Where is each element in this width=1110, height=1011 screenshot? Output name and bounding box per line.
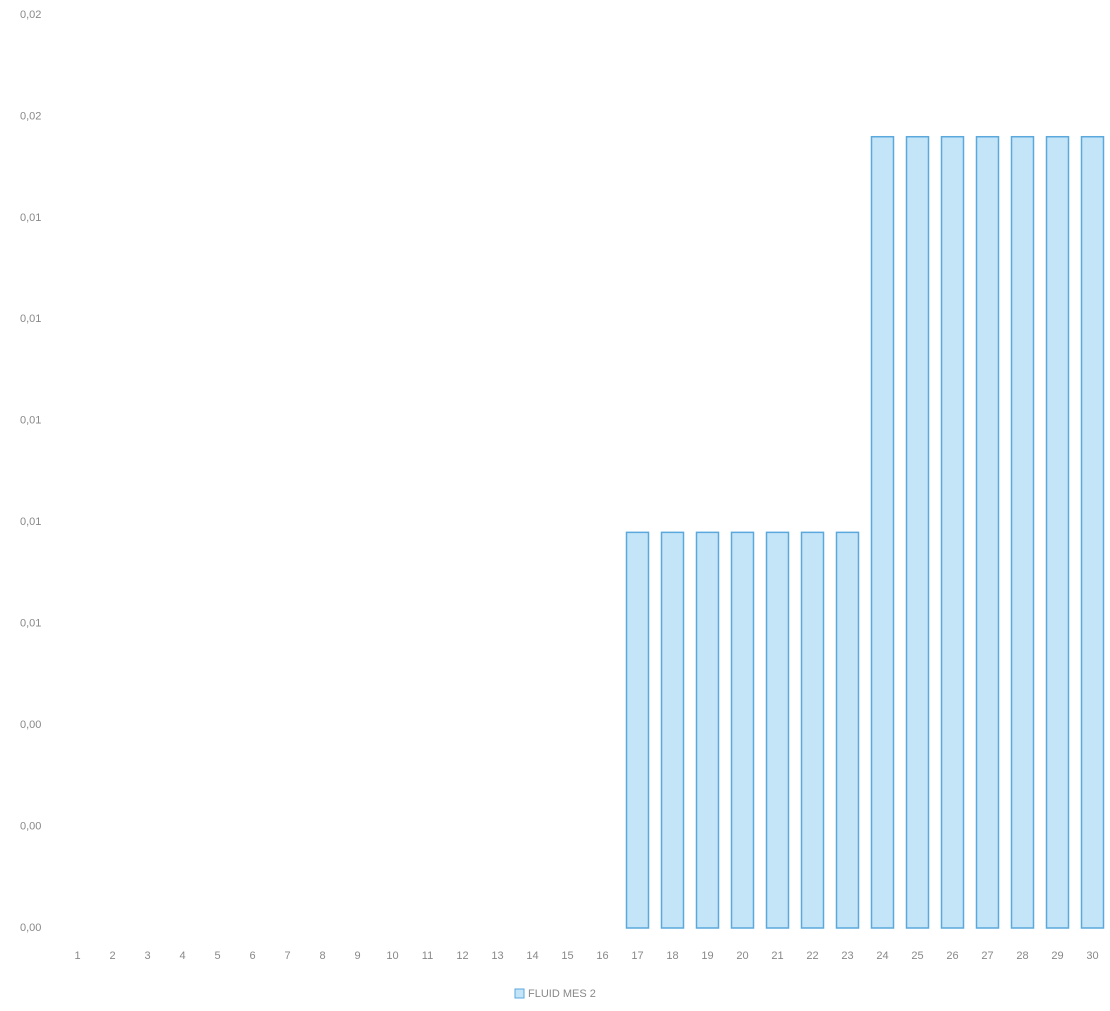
bar	[905, 135, 930, 929]
y-tick-label: 0,01	[20, 313, 41, 325]
x-tick-label: 1	[74, 950, 80, 962]
x-tick-label: 20	[736, 950, 748, 962]
x-tick-label: 12	[456, 950, 468, 962]
x-tick-label: 27	[981, 950, 993, 962]
x-tick-label: 7	[284, 950, 290, 962]
y-tick-label: 0,01	[20, 516, 41, 528]
x-tick-label: 16	[596, 950, 608, 962]
x-tick-label: 15	[561, 950, 573, 962]
legend-swatch	[514, 988, 525, 999]
x-tick-label: 17	[631, 950, 643, 962]
y-tick-label: 0,00	[20, 922, 41, 934]
x-tick-label: 9	[354, 950, 360, 962]
x-tick-label: 19	[701, 950, 713, 962]
bar	[695, 531, 720, 929]
x-tick-label: 21	[771, 950, 783, 962]
y-tick-label: 0,01	[20, 212, 41, 224]
x-tick-label: 3	[144, 950, 150, 962]
x-tick-label: 5	[214, 950, 220, 962]
x-tick-label: 30	[1086, 950, 1098, 962]
bar	[940, 135, 965, 929]
bar	[800, 531, 825, 929]
y-tick-label: 0,01	[20, 618, 41, 630]
x-tick-label: 6	[249, 950, 255, 962]
bar	[765, 531, 790, 929]
x-tick-label: 28	[1016, 950, 1028, 962]
legend-label: FLUID MES 2	[528, 988, 596, 1000]
bar	[835, 531, 860, 929]
x-tick-label: 14	[526, 950, 538, 962]
x-tick-label: 18	[666, 950, 678, 962]
x-tick-label: 2	[109, 950, 115, 962]
x-tick-label: 10	[386, 950, 398, 962]
bar	[975, 135, 1000, 929]
x-tick-label: 23	[841, 950, 853, 962]
x-tick-label: 8	[319, 950, 325, 962]
x-tick-label: 11	[422, 950, 433, 962]
y-tick-label: 0,00	[20, 719, 41, 731]
y-tick-label: 0,00	[20, 820, 41, 832]
y-tick-label: 0,02	[20, 9, 41, 21]
y-tick-label: 0,01	[20, 415, 41, 427]
bar	[1080, 135, 1105, 929]
bar	[660, 531, 685, 929]
x-tick-label: 29	[1051, 950, 1063, 962]
bar	[870, 135, 895, 929]
bar	[625, 531, 650, 929]
y-tick-label: 0,02	[20, 110, 41, 122]
x-tick-label: 13	[491, 950, 503, 962]
x-tick-label: 24	[876, 950, 888, 962]
x-tick-label: 4	[179, 950, 185, 962]
x-tick-label: 25	[911, 950, 923, 962]
x-tick-label: 26	[946, 950, 958, 962]
bar	[1045, 135, 1070, 929]
x-tick-label: 22	[806, 950, 818, 962]
bar	[1010, 135, 1035, 929]
bar	[730, 531, 755, 929]
